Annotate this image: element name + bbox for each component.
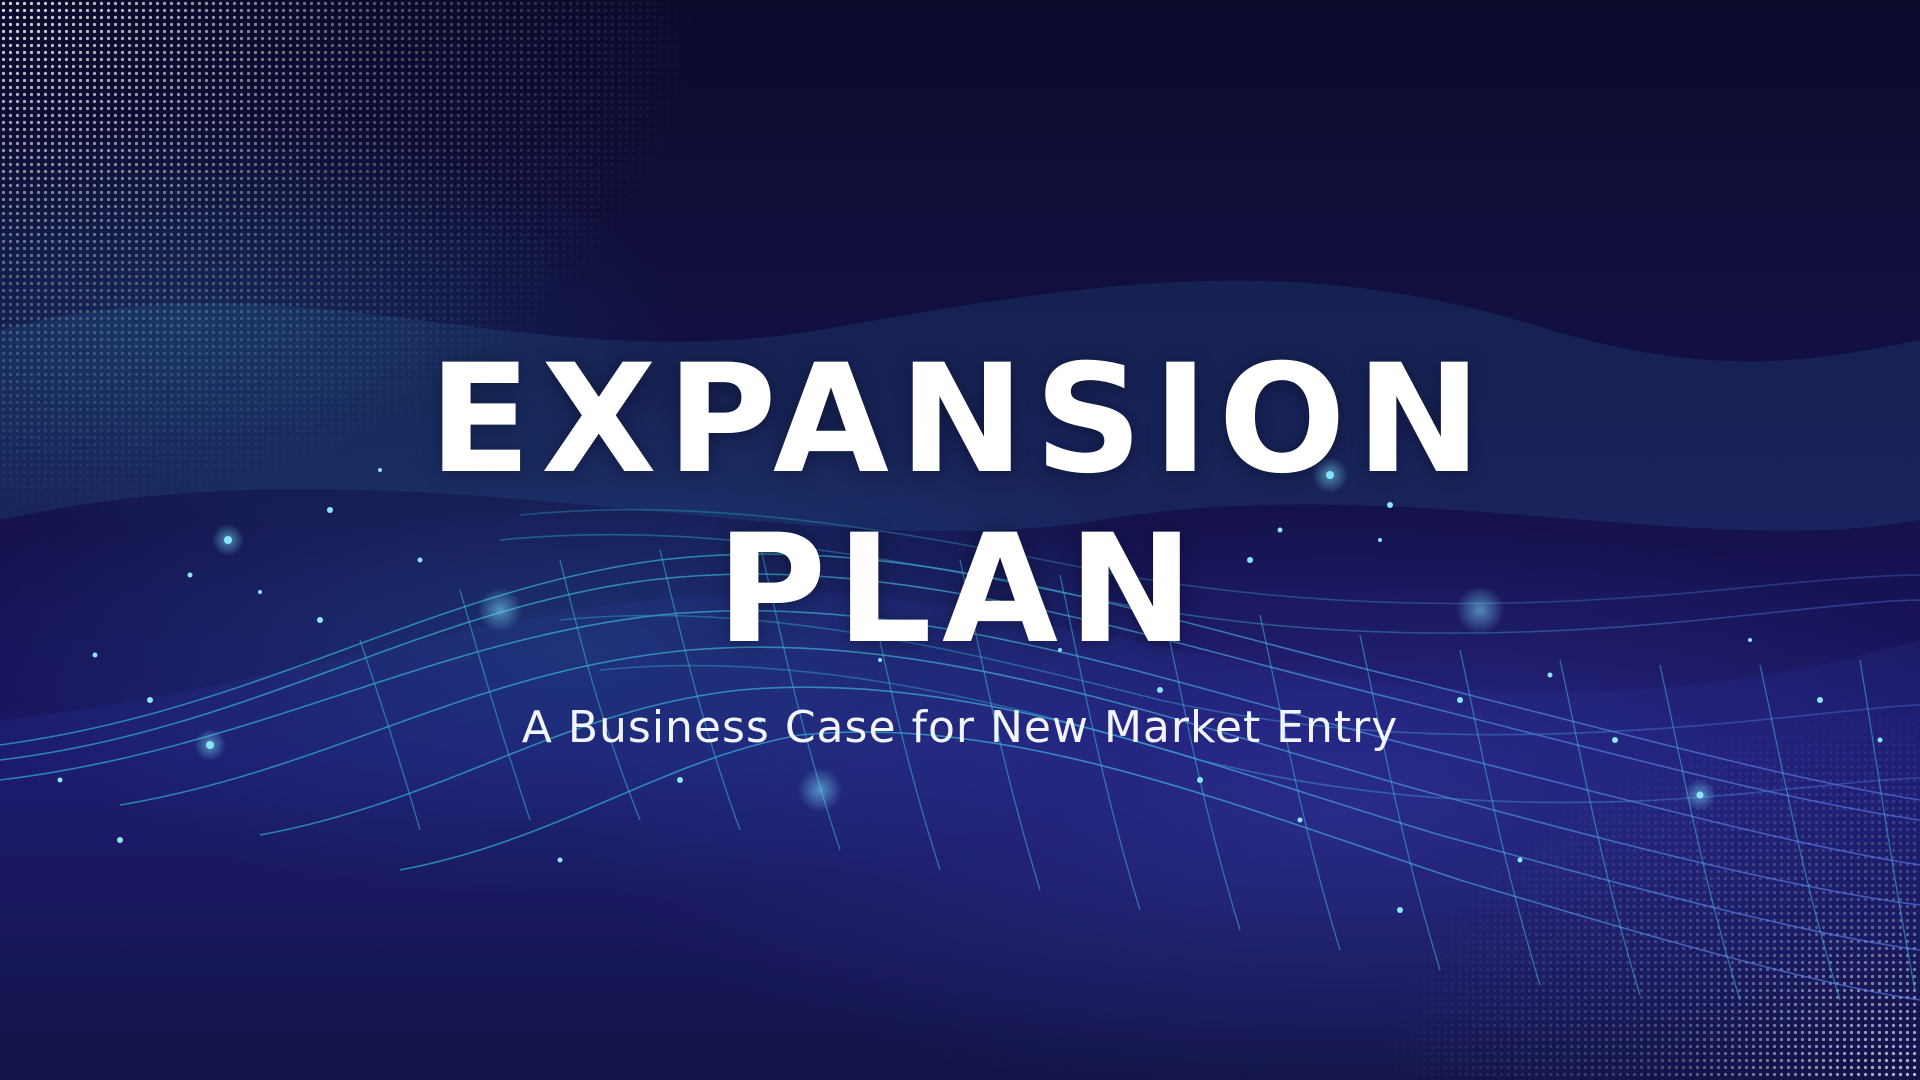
title-line-2: PLAN [716, 503, 1204, 677]
subtitle: A Business Case for New Market Entry [521, 702, 1399, 753]
title-line-1: EXPANSION [428, 333, 1492, 507]
